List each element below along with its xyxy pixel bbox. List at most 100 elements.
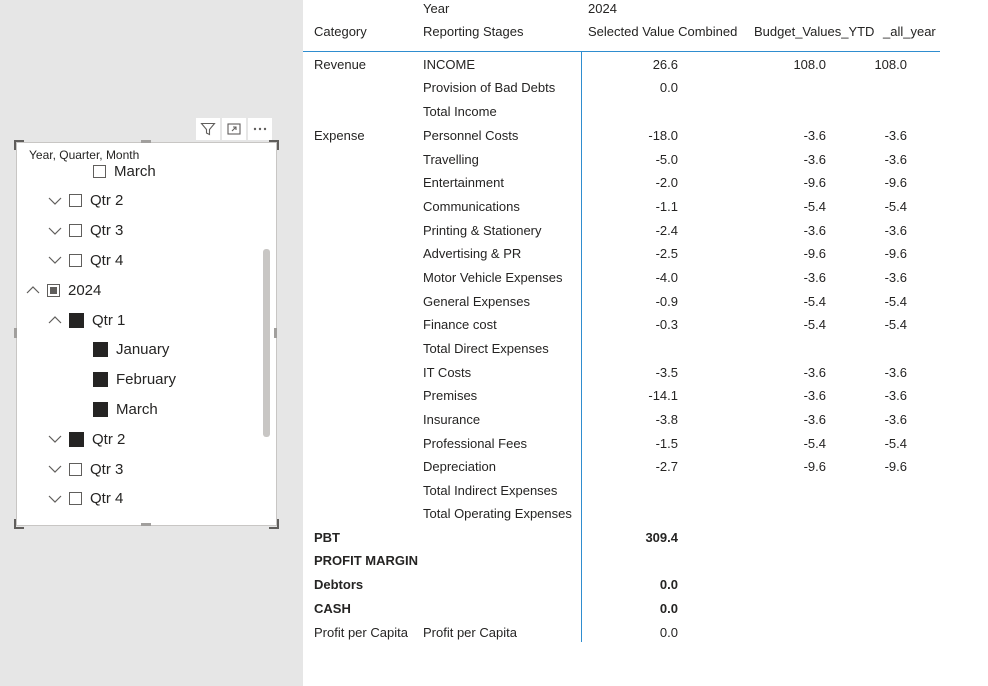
slicer-item[interactable]: Qtr 3 [47,455,123,483]
chevron-down-icon[interactable] [47,223,63,239]
chevron-up-icon[interactable] [47,312,63,328]
slicer-checkbox[interactable] [93,342,108,358]
slicer-item-label: January [116,341,170,359]
slicer-scrollbar[interactable] [263,249,270,437]
chevron-down-icon[interactable] [47,431,63,447]
cell-selected-value: -4.0 [655,270,678,285]
slicer-item[interactable]: Qtr 3 [47,217,123,245]
slicer-item[interactable]: Qtr 4 [47,246,123,274]
cell-reporting-stage: Premises [423,388,478,403]
cell-reporting-stage: Communications [423,199,520,214]
resize-corner-bl[interactable] [14,519,24,529]
cell-selected-value: -14.1 [648,388,678,403]
resize-handle-right[interactable] [274,328,277,338]
slicer-item[interactable]: 2024 [25,276,101,304]
slicer-checkbox[interactable] [47,283,60,297]
cell-reporting-stage: Total Income [423,104,497,119]
resize-corner-br[interactable] [269,519,279,529]
column-header-reporting-stages[interactable]: Reporting Stages [423,24,524,39]
cell-all-year: -3.6 [884,388,907,403]
more-options-icon[interactable] [248,118,272,140]
cell-category: PBT [314,530,340,545]
cell-selected-value: 0.0 [659,80,678,95]
slicer-item[interactable]: March [93,157,156,185]
cell-all-year: -5.4 [884,199,907,214]
cell-budget-ytd: -5.4 [803,317,826,332]
column-header-budget-ytd[interactable]: Budget_Values_YTD [754,24,875,39]
cell-selected-value: 309.4 [645,530,678,545]
cell-selected-value: -5.0 [655,152,678,167]
slicer-title: Year, Quarter, Month [29,148,144,162]
slicer-checkbox[interactable] [69,462,82,476]
slicer-item[interactable]: March [93,395,158,423]
slicer-item[interactable]: Qtr 2 [47,425,125,453]
slicer-item-label: Qtr 3 [90,460,124,478]
slicer-item-label: Qtr 2 [90,192,124,210]
slicer-item[interactable]: January [93,336,169,364]
cell-budget-ytd: -5.4 [803,199,826,214]
chevron-down-icon[interactable] [47,193,63,209]
cell-budget-ytd: -9.6 [803,459,826,474]
slicer-checkbox[interactable] [69,312,84,328]
slicer-item[interactable]: Qtr 1 [47,306,125,334]
slicer-item-label: Qtr 1 [92,311,126,329]
resize-handle-top[interactable] [141,140,151,143]
cell-selected-value: -0.9 [655,294,678,309]
cell-budget-ytd: -3.6 [803,223,826,238]
cell-selected-value: 0.0 [659,625,678,640]
slicer-checkbox[interactable] [69,492,82,506]
cell-selected-value: -18.0 [648,128,678,143]
cell-category: Debtors [314,577,364,592]
cell-selected-value: -3.5 [655,365,678,380]
chevron-down-icon[interactable] [47,252,63,268]
cell-budget-ytd: -3.6 [803,412,826,427]
slicer-checkbox[interactable] [69,224,82,238]
report-canvas-left: March Qtr 2 Qtr 3 Qtr 4 2024 Qtr 1 January Febr… [0,0,303,686]
slicer-checkbox[interactable] [93,401,108,417]
slicer-checkbox[interactable] [93,372,108,388]
cell-reporting-stage: Provision of Bad Debts [423,80,556,95]
chevron-down-icon[interactable] [47,491,63,507]
focus-mode-icon[interactable] [222,118,246,140]
column-header-category[interactable]: Category [314,24,367,39]
matrix-visual: Year 2024 Category Reporting Stages Sele… [303,0,988,686]
column-header-selected-value[interactable]: Selected Value Combined [588,24,738,39]
cell-reporting-stage: Motor Vehicle Expenses [423,270,563,285]
slicer-checkbox[interactable] [69,194,82,208]
cell-all-year: 108.0 [874,57,907,72]
cell-category: CASH [314,601,351,616]
filter-icon[interactable] [196,118,220,140]
chevron-up-icon[interactable] [25,282,41,298]
chevron-down-icon[interactable] [47,461,63,477]
slicer-checkbox[interactable] [93,164,106,178]
slicer-checkbox[interactable] [69,431,84,447]
column-header-all-year[interactable]: _all_year [883,24,936,39]
slicer-checkbox[interactable] [69,253,82,267]
cell-all-year: -3.6 [884,152,907,167]
slicer-item-label: Qtr 4 [90,490,124,508]
slicer-list: March Qtr 2 Qtr 3 Qtr 4 2024 Qtr 1 January Febr… [17,143,276,525]
cell-reporting-stage: General Expenses [423,294,530,309]
resize-corner-tl[interactable] [14,140,24,150]
row-header-divider [581,52,582,642]
cell-reporting-stage: Personnel Costs [423,128,519,143]
cell-reporting-stage: Finance cost [423,317,497,332]
slicer-item[interactable]: February [93,366,176,394]
cell-reporting-stage: Profit per Capita [423,625,517,640]
cell-budget-ytd: -9.6 [803,175,826,190]
cell-selected-value: 0.0 [659,601,678,616]
cell-all-year: -3.6 [884,365,907,380]
header-year-value: 2024 [588,1,617,16]
cell-budget-ytd: -3.6 [803,388,826,403]
cell-all-year: -3.6 [884,223,907,238]
cell-selected-value: 0.0 [659,577,678,592]
slicer-item-label: Qtr 2 [92,430,126,448]
cell-category: Profit per Capita [314,625,408,640]
slicer-item[interactable]: Qtr 2 [47,187,123,215]
resize-handle-bottom[interactable] [141,523,151,526]
cell-reporting-stage: Advertising & PR [423,246,522,261]
resize-corner-tr[interactable] [269,140,279,150]
slicer-item-label: March [116,400,158,418]
resize-handle-left[interactable] [14,328,17,338]
slicer-item[interactable]: Qtr 4 [47,485,123,513]
